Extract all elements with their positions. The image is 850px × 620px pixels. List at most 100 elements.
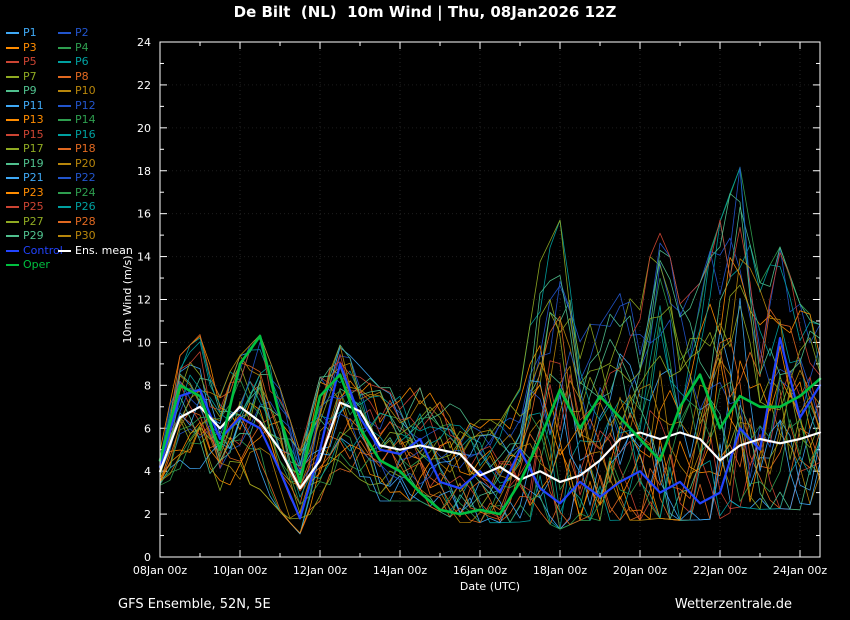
series-line <box>159 359 821 523</box>
legend-item-oper: Oper <box>6 259 58 271</box>
y-tick-label: 6 <box>144 422 151 435</box>
series-line <box>159 219 821 521</box>
legend-item-p8: P8 <box>58 70 136 83</box>
legend-line-swatch <box>58 46 71 49</box>
y-tick-label: 18 <box>137 165 151 178</box>
legend-label: P21 <box>23 171 44 184</box>
legend-line-swatch <box>6 177 19 179</box>
legend-item-p21: P21 <box>6 172 58 184</box>
x-tick-label: 22Jan 00z <box>693 564 747 577</box>
y-tick-label: 22 <box>137 79 151 92</box>
legend-label: P12 <box>75 98 96 112</box>
series-line <box>159 256 821 515</box>
y-tick-label: 12 <box>137 294 151 307</box>
series-line <box>158 401 822 490</box>
legend-item-p13: P13 <box>6 114 58 126</box>
legend-item-p16: P16 <box>58 127 136 141</box>
y-tick-label: 0 <box>144 551 151 564</box>
legend-label: P17 <box>23 142 44 155</box>
series-line <box>159 167 821 521</box>
legend-item-p19: P19 <box>6 156 58 170</box>
legend-label: Ens. mean <box>75 243 133 257</box>
legend-item-p6: P6 <box>58 56 136 68</box>
legend-line-swatch <box>6 90 19 92</box>
footer-site-label: Wetterzentrale.de <box>674 597 792 612</box>
y-tick-label: 16 <box>137 208 151 221</box>
series-line <box>159 193 821 474</box>
legend-line-swatch <box>58 148 71 150</box>
legend-label: P13 <box>23 113 44 126</box>
legend-line-swatch <box>58 191 71 194</box>
legend-line-swatch <box>58 249 71 252</box>
legend-line-swatch <box>6 104 19 107</box>
legend-label: P23 <box>23 185 44 199</box>
legend-line-swatch <box>58 75 71 78</box>
legend-item-p10: P10 <box>58 85 136 97</box>
y-tick-label: 4 <box>144 465 151 478</box>
legend-label: P5 <box>23 55 37 68</box>
x-tick-label: 10Jan 00z <box>213 564 267 577</box>
legend-label: P16 <box>75 127 96 141</box>
legend-line-swatch <box>58 177 71 179</box>
legend-label: P9 <box>23 84 37 97</box>
legend-label: P11 <box>23 98 44 112</box>
legend-item-p25: P25 <box>6 201 58 213</box>
legend-line-swatch <box>6 264 19 266</box>
legend-line-swatch <box>6 46 19 49</box>
legend-line-swatch <box>58 119 71 121</box>
legend-label: Oper <box>23 258 50 271</box>
legend-item-p7: P7 <box>6 70 58 83</box>
legend-item-p24: P24 <box>58 186 136 199</box>
legend-item-p11: P11 <box>6 98 58 112</box>
legend-label: P27 <box>23 214 44 228</box>
x-tick-label: 08Jan 00z <box>133 564 187 577</box>
legend-item-p18: P18 <box>58 143 136 155</box>
legend-line-swatch <box>58 220 71 223</box>
x-tick-label: 12Jan 00z <box>293 564 347 577</box>
series-line <box>159 299 821 510</box>
legend-label: P14 <box>75 113 96 126</box>
legend-item-p23: P23 <box>6 185 58 199</box>
series-line <box>159 258 821 521</box>
legend-label: P22 <box>75 171 96 184</box>
legend: P1 P2 P3 P4 P5 P6 P7 P8 P9 P10 P11 P12 P13 P14 P15 P16 P… <box>6 27 136 271</box>
legend-label: Control <box>23 243 63 257</box>
legend-label: P19 <box>23 156 44 170</box>
x-tick-label: 18Jan 00z <box>533 564 587 577</box>
x-axis-title: Date (UTC) <box>460 580 520 593</box>
legend-line-swatch <box>6 162 19 165</box>
legend-label: P10 <box>75 84 96 97</box>
legend-label: P18 <box>75 142 96 155</box>
series-line <box>159 345 821 534</box>
legend-line-swatch <box>58 32 71 34</box>
y-tick-label: 10 <box>137 336 151 349</box>
x-tick-label: 16Jan 00z <box>453 564 507 577</box>
legend-label: P25 <box>23 200 44 213</box>
legend-item-p26: P26 <box>58 201 136 213</box>
legend-line-swatch <box>6 133 19 136</box>
legend-line-swatch <box>6 235 19 237</box>
y-tick-label: 24 <box>137 36 151 49</box>
legend-item-p29: P29 <box>6 230 58 242</box>
legend-item-p30: P30 <box>58 230 136 242</box>
legend-line-swatch <box>6 119 19 121</box>
legend-label: P2 <box>75 26 89 39</box>
legend-label: P28 <box>75 214 96 228</box>
series-line <box>159 308 821 526</box>
y-tick-label: 14 <box>137 251 151 264</box>
legend-line-swatch <box>6 249 19 252</box>
legend-item-p14: P14 <box>58 114 136 126</box>
legend-line-swatch <box>6 61 19 63</box>
chart-title: De Bilt (NL) 10m Wind | Thu, 08Jan2026 1… <box>233 3 617 21</box>
legend-line-swatch <box>6 191 19 194</box>
legend-line-swatch <box>58 235 71 237</box>
legend-item-p4: P4 <box>58 40 136 54</box>
legend-label: P4 <box>75 40 89 54</box>
series-line <box>159 219 821 504</box>
legend-item-p20: P20 <box>58 157 136 170</box>
legend-item-control: Control <box>6 244 63 257</box>
legend-item-p28: P28 <box>58 214 136 228</box>
y-tick-label: 2 <box>144 508 151 521</box>
